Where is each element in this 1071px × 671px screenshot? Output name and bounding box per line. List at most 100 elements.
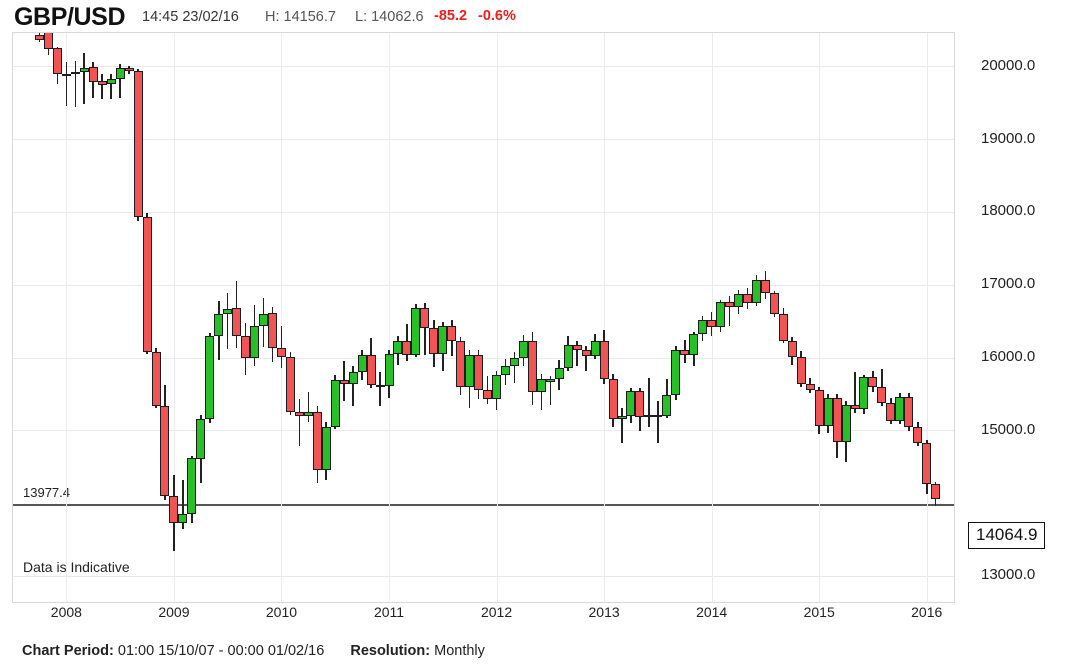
candle-body-down xyxy=(814,389,824,426)
candle-wick xyxy=(576,340,578,367)
candlestick xyxy=(841,33,851,602)
candlestick xyxy=(787,33,797,602)
candle-body-down xyxy=(832,398,842,442)
x-axis-tick-label: 2008 xyxy=(50,604,82,620)
candle-body-down xyxy=(339,380,349,385)
candle-body-down xyxy=(474,354,484,390)
candle-wick xyxy=(65,62,68,107)
candle-body-down xyxy=(707,320,717,327)
candle-body-up xyxy=(303,412,313,417)
candle-wick xyxy=(379,372,381,406)
candlestick xyxy=(725,33,735,602)
x-gridline xyxy=(66,33,68,602)
quote-low: L: 14062.6 xyxy=(355,9,424,25)
candle-body-down xyxy=(97,81,107,85)
candle-body-down xyxy=(268,313,277,349)
candle-wick xyxy=(280,325,283,368)
reference-price-label: 13977.4 xyxy=(23,484,70,500)
candlestick xyxy=(196,33,206,602)
candle-body-up xyxy=(859,377,869,410)
candlestick xyxy=(689,33,699,602)
candle-body-down xyxy=(581,350,591,357)
x-axis-tick-label: 2010 xyxy=(265,604,298,620)
candle-body-up xyxy=(259,313,269,327)
candle-body-down xyxy=(725,302,735,308)
candle-body-up xyxy=(662,394,672,416)
candlestick xyxy=(70,33,80,602)
candlestick xyxy=(501,33,511,602)
candle-body-up xyxy=(187,457,197,514)
candlestick xyxy=(483,33,493,602)
candlestick xyxy=(250,33,260,602)
candlestick xyxy=(447,33,457,602)
candlestick xyxy=(366,33,376,602)
candle-body-down xyxy=(653,415,663,418)
candle-body-up xyxy=(671,350,681,395)
candlestick xyxy=(859,33,869,602)
candlestick xyxy=(626,33,636,602)
candle-wick xyxy=(540,374,543,410)
y-axis-tick-label: 13000.0 xyxy=(981,566,1036,584)
x-gridline xyxy=(819,33,821,602)
candlestick xyxy=(142,33,152,602)
quote-high: H: 14156.7 xyxy=(265,9,336,25)
candle-body-up xyxy=(590,340,600,357)
candlestick xyxy=(904,33,914,602)
candle-wick xyxy=(119,63,121,98)
candlestick xyxy=(348,33,358,602)
candlestick xyxy=(106,33,116,602)
candlestick xyxy=(554,33,564,602)
quote-change: -85.2 xyxy=(434,8,468,24)
candle-body-up xyxy=(223,309,233,314)
candlestick xyxy=(420,33,430,602)
candlestick xyxy=(877,33,887,602)
candlestick xyxy=(411,33,421,602)
y-gridline xyxy=(13,357,954,359)
candlestick xyxy=(429,33,439,602)
candlestick xyxy=(223,33,233,602)
candle-body-down xyxy=(142,217,152,352)
x-gridline xyxy=(173,33,175,602)
candlestick xyxy=(88,33,98,602)
y-gridline xyxy=(13,430,954,432)
candle-wick xyxy=(728,296,731,327)
candle-body-up xyxy=(348,372,358,385)
candle-body-up xyxy=(384,353,394,386)
x-axis-tick-label: 2009 xyxy=(158,604,190,620)
candlestick xyxy=(339,33,349,602)
candle-body-down xyxy=(608,379,618,419)
candlestick xyxy=(590,33,600,602)
candlestick-plot[interactable]: 13977.4 Data is Indicative xyxy=(13,33,954,602)
candlestick xyxy=(303,33,313,602)
candlestick xyxy=(796,33,806,602)
y-axis-tick-label: 18000.0 xyxy=(981,202,1036,220)
candle-body-down xyxy=(456,340,466,388)
candle-body-down xyxy=(232,308,242,337)
candle-body-up xyxy=(626,390,636,417)
reference-price-line xyxy=(13,503,954,506)
candle-body-down xyxy=(931,484,941,499)
candle-body-up xyxy=(823,398,833,426)
candlestick xyxy=(913,33,923,602)
symbol-title: GBP/USD xyxy=(14,3,126,31)
quote-timestamp: 14:45 23/02/16 xyxy=(142,9,239,25)
candlestick xyxy=(97,33,107,602)
candlestick xyxy=(581,33,591,602)
candle-body-down xyxy=(285,356,295,413)
candlestick xyxy=(492,33,502,602)
candle-wick xyxy=(298,398,301,446)
y-axis: 14064.9 20000.0 19000.0 18000.0 17000.0 1600… xyxy=(957,32,1071,603)
candle-body-down xyxy=(760,279,770,294)
candle-body-down xyxy=(877,387,887,403)
candle-body-up xyxy=(689,333,699,356)
candle-body-down xyxy=(35,35,44,41)
y-gridline xyxy=(13,575,954,577)
candle-body-up xyxy=(698,320,708,334)
y-gridline xyxy=(13,284,954,286)
chart-plot-area[interactable]: 13977.4 Data is Indicative xyxy=(12,32,955,603)
candlestick xyxy=(922,33,932,602)
candlestick xyxy=(814,33,824,602)
candle-body-down xyxy=(429,328,439,354)
y-axis-tick-label: 17000.0 xyxy=(981,275,1036,293)
candle-body-down xyxy=(778,313,788,341)
